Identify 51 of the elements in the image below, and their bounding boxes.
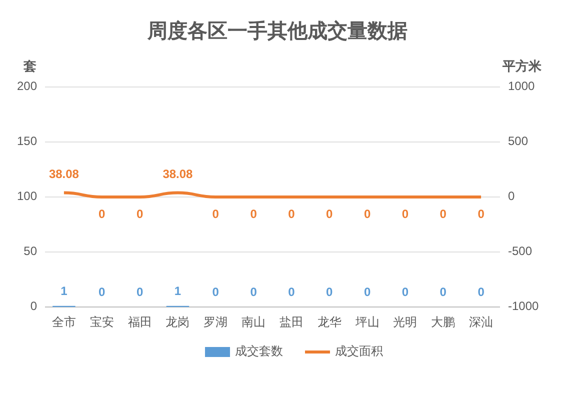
y2label: 平方米 xyxy=(502,58,542,74)
data-label: 0 xyxy=(478,207,484,222)
data-label: 0 xyxy=(440,207,446,222)
xtick: 坪山 xyxy=(355,315,380,330)
xtick: 龙岗 xyxy=(166,315,190,330)
data-label: 0 xyxy=(136,207,144,222)
y2tick: 500 xyxy=(508,134,528,148)
data-label: 0 xyxy=(212,207,219,222)
y2tick: 0 xyxy=(508,189,515,204)
ytick: 200 xyxy=(16,79,37,94)
data-label: 0 xyxy=(326,207,333,222)
data-label: 0 xyxy=(478,285,484,300)
data-label: 1 xyxy=(174,284,182,298)
y2tick: -500 xyxy=(508,244,532,258)
data-label: 0 xyxy=(402,285,409,300)
xtick: 罗湖 xyxy=(204,315,228,330)
data-label: 0 xyxy=(212,285,219,300)
xtick: 大鹏 xyxy=(431,315,456,330)
xtick: 龙华 xyxy=(317,315,342,330)
xtick: 深汕 xyxy=(469,315,494,330)
data-label: 0 xyxy=(136,285,144,300)
data-label: 38.08 xyxy=(48,166,79,181)
data-label: 0 xyxy=(98,285,106,300)
y2tick: 1000 xyxy=(508,79,535,94)
data-label: 0 xyxy=(364,207,371,222)
ytick: 0 xyxy=(30,299,37,314)
xtick: 全市 xyxy=(52,315,76,330)
xtick: 南山 xyxy=(242,315,266,330)
data-label: 0 xyxy=(440,285,446,300)
data-label: 0 xyxy=(326,285,333,300)
y2tick: -1000 xyxy=(508,299,539,314)
data-label: 0 xyxy=(250,207,257,222)
data-label: 0 xyxy=(364,285,371,300)
data-label: 0 xyxy=(402,207,409,222)
data-label: 0 xyxy=(250,285,257,300)
ytick: 100 xyxy=(16,189,37,204)
xtick: 宝安 xyxy=(90,315,114,330)
ytick: 150 xyxy=(16,134,37,148)
xtick: 福田 xyxy=(128,315,152,330)
xtick: 盐田 xyxy=(279,315,304,330)
ylabel: 套 xyxy=(24,58,36,74)
data-label: 0 xyxy=(288,285,295,300)
data-label: 0 xyxy=(98,207,106,222)
data-label: 38.08 xyxy=(162,166,193,181)
legend: 成交套数 xyxy=(235,344,283,358)
ytick: 50 xyxy=(24,244,37,258)
legend: 成交面积 xyxy=(335,344,383,358)
data-label: 1 xyxy=(60,284,68,298)
xtick: 光明 xyxy=(393,315,418,330)
data-label: 0 xyxy=(288,207,295,222)
title: 周度各区一手其他成交量数据 xyxy=(148,20,408,42)
